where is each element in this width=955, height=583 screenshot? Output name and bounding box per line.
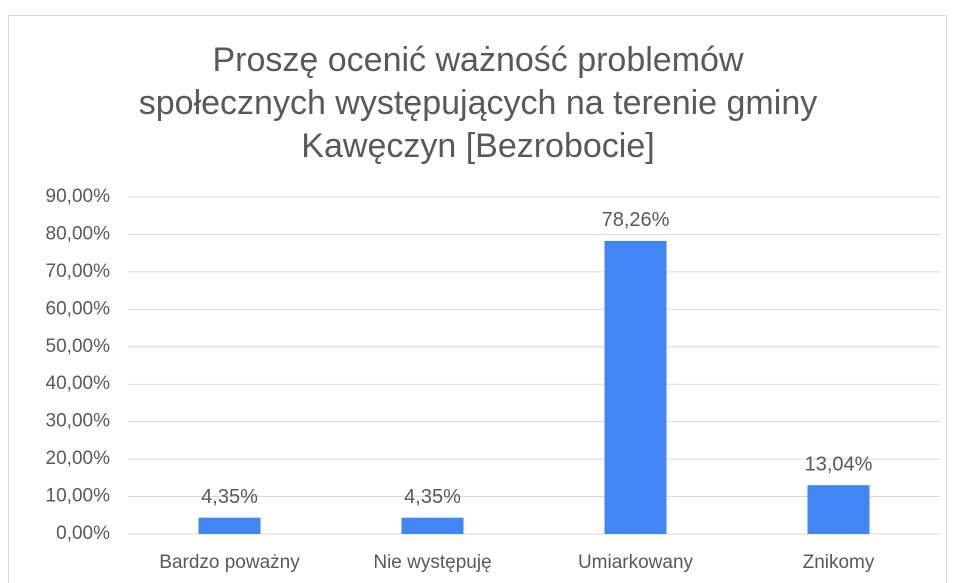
data-label: 4,35%	[404, 486, 461, 508]
bar	[807, 485, 870, 534]
bar	[604, 240, 667, 534]
y-tick-label: 0,00%	[56, 523, 110, 544]
data-label: 13,04%	[805, 453, 873, 475]
y-tick-label: 60,00%	[46, 298, 111, 319]
y-tick-label: 90,00%	[46, 186, 111, 207]
y-tick-label: 40,00%	[46, 373, 111, 394]
x-tick-label: Nie występuję	[373, 552, 491, 573]
data-label: 4,35%	[201, 486, 258, 508]
y-tick-label: 20,00%	[46, 448, 111, 469]
chart-title: społecznych występujących na terenie gmi…	[139, 84, 817, 122]
x-tick-label: Znikomy	[803, 552, 875, 573]
chart-border	[8, 15, 947, 583]
chart-title: Proszę ocenić ważność problemów	[212, 41, 743, 79]
y-tick-label: 50,00%	[46, 336, 111, 357]
y-tick-label: 30,00%	[46, 411, 111, 432]
x-tick-label: Bardzo poważny	[159, 552, 300, 573]
bar	[401, 517, 464, 534]
chart-title: Kawęczyn [Bezrobocie]	[301, 127, 654, 165]
y-tick-label: 70,00%	[46, 261, 111, 282]
y-tick-label: 80,00%	[46, 223, 111, 244]
y-tick-label: 10,00%	[46, 486, 111, 507]
x-tick-label: Umiarkowany	[578, 552, 694, 573]
bar	[198, 517, 261, 534]
data-label: 78,26%	[602, 209, 670, 231]
